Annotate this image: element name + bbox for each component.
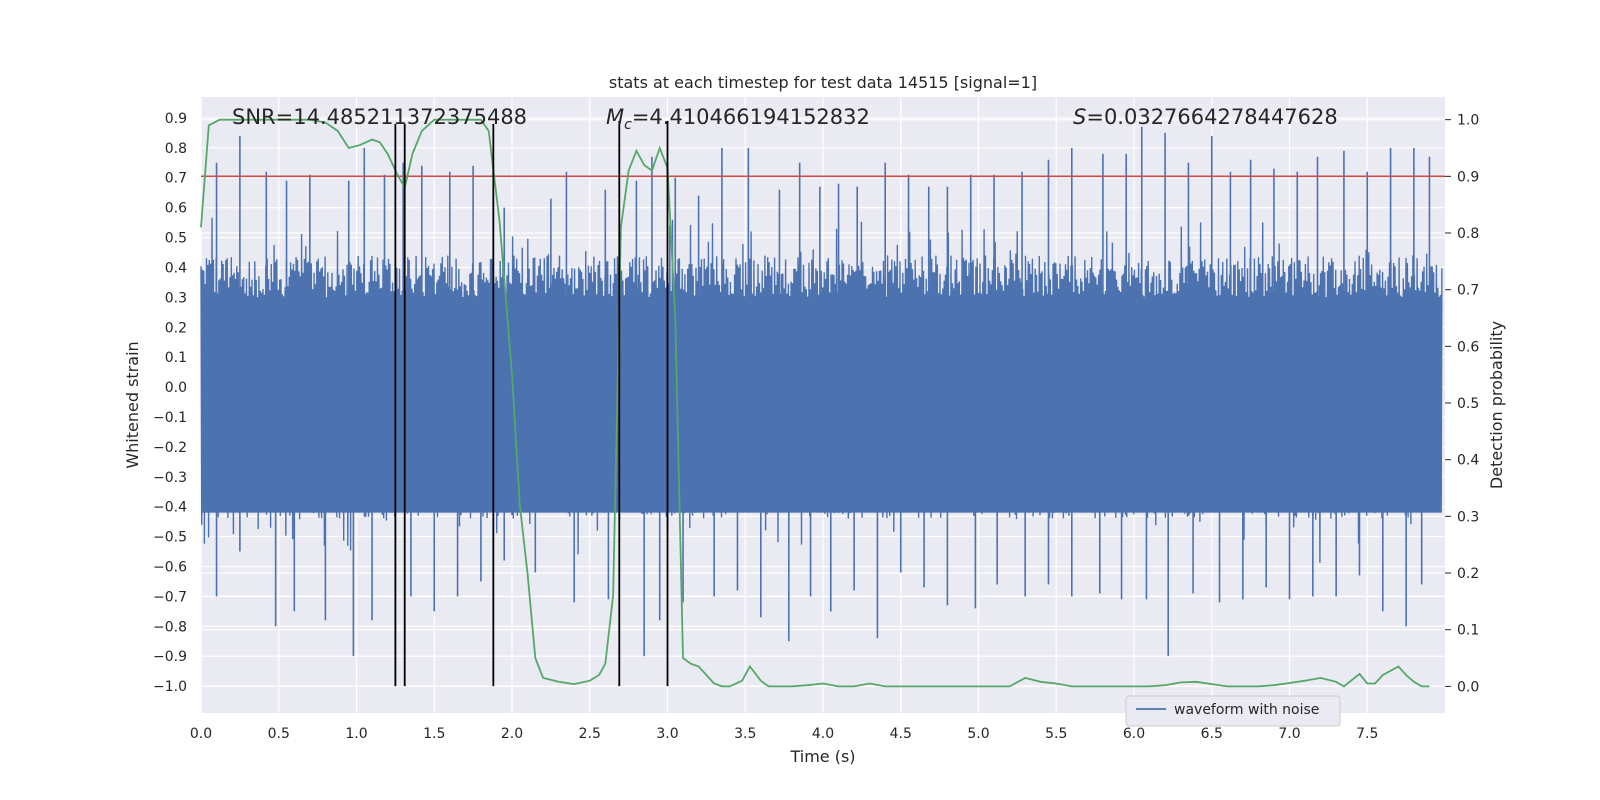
- x-tick-label: 1.5: [423, 726, 445, 742]
- mc-subscript: c: [624, 117, 632, 133]
- x-tick-label: 3.0: [656, 726, 678, 742]
- detection-probability-series: [200, 118, 1430, 688]
- y-tick-label: −1.0: [153, 679, 187, 695]
- y2-tick-label: 0.0: [1457, 679, 1479, 695]
- x-tick-label: 0.0: [190, 726, 212, 742]
- x-tick-label: 6.5: [1201, 726, 1223, 742]
- mc-symbol: M: [606, 105, 624, 129]
- y-tick-label: 0.7: [165, 171, 187, 187]
- y-tick-label: 0.0: [165, 380, 187, 396]
- vertical-markers: [394, 120, 669, 687]
- y-tick-label: −0.2: [153, 440, 187, 456]
- y2-tick-label: 0.5: [1457, 396, 1479, 412]
- x-tick-label: 2.5: [579, 726, 601, 742]
- legend-label: waveform with noise: [1174, 702, 1319, 718]
- y-tick-label: −0.3: [153, 470, 187, 486]
- waveform-body: [201, 297, 1442, 513]
- x-tick-label: 2.0: [501, 726, 523, 742]
- legend-box: [1125, 695, 1341, 727]
- y2-tick-label: 0.8: [1457, 226, 1479, 242]
- y-tick-label: −0.9: [153, 649, 187, 665]
- x-tick-label: 3.5: [734, 726, 756, 742]
- s-annotation: S=0.0327664278447628: [1073, 105, 1338, 129]
- x-tick-label: 7.0: [1278, 726, 1300, 742]
- y2-tick-label: 0.6: [1457, 339, 1479, 355]
- x-tick-label: 6.0: [1123, 726, 1145, 742]
- x-tick-label: 4.5: [890, 726, 912, 742]
- y-tick-label: −0.8: [153, 619, 187, 635]
- waveform-line: [200, 217, 1443, 563]
- y-tick-label: 0.5: [165, 231, 187, 247]
- waveform-series: [200, 126, 1443, 687]
- x-tick-label: 5.0: [967, 726, 989, 742]
- snr-annotation: SNR=14.485211372375488: [232, 105, 527, 129]
- y-tick-label: 0.8: [165, 141, 187, 157]
- y-tick-label: 0.1: [165, 350, 187, 366]
- y-tick-label: −0.4: [153, 500, 187, 516]
- y2-axis-label: Detection probability: [1487, 321, 1506, 489]
- y-tick-label: 0.4: [165, 260, 187, 276]
- y2-tick-label: 0.1: [1457, 623, 1479, 639]
- x-axis-label: Time (s): [789, 747, 855, 766]
- y-tick-label: 0.3: [165, 290, 187, 306]
- y2-tick-label: 0.4: [1457, 453, 1479, 469]
- y-tick-label: −0.7: [153, 589, 187, 605]
- y-tick-label: 0.2: [165, 320, 187, 336]
- y-tick-label: −0.1: [153, 410, 187, 426]
- y-axis-label: Whitened strain: [123, 341, 142, 468]
- mc-annotation: Mc=4.410466194152832: [606, 105, 870, 133]
- mc-value: =4.410466194152832: [632, 105, 870, 129]
- chart-title: stats at each timestep for test data 145…: [609, 73, 1037, 92]
- y-tick-label: −0.5: [153, 530, 187, 546]
- y2-tick-label: 0.9: [1457, 169, 1479, 185]
- x-tick-label: 4.0: [812, 726, 834, 742]
- y-tick-label: 0.6: [165, 201, 187, 217]
- y2-tick-label: 0.7: [1457, 283, 1479, 299]
- y2-tick-label: 1.0: [1457, 113, 1479, 129]
- y2-tick-label: 0.3: [1457, 509, 1479, 525]
- x-tick-label: 7.5: [1356, 726, 1378, 742]
- axes: 0.0 0.5 1.0 1.5 2.0 2.5 3.0 3.5 4.0 4.5 5.0 5.5 6.0 6…: [153, 111, 1479, 742]
- x-tick-label: 1.0: [345, 726, 367, 742]
- y2-tick-label: 0.2: [1457, 566, 1479, 582]
- legend: waveform with noise: [1125, 695, 1341, 727]
- x-tick-label: 0.5: [268, 726, 290, 742]
- x-tick-label: 5.5: [1045, 726, 1067, 742]
- s-value: =0.0327664278447628: [1086, 105, 1337, 129]
- y-tick-label: 0.9: [165, 111, 187, 127]
- s-symbol: S: [1073, 105, 1086, 129]
- y-tick-label: −0.6: [153, 559, 187, 575]
- probability-line: [200, 118, 1430, 688]
